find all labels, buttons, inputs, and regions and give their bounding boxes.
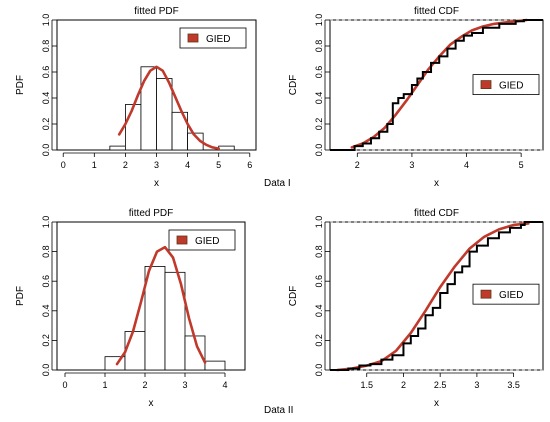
legend: GIED [472,283,540,305]
chart-panel-2: 0.0 0.2 0.4 0.6 0.8 1.0 2 3 4 5 fitted CDF x CDF GIED [288,6,544,189]
x-tick-label: 2 [142,380,147,390]
chart-panel-4: 0.0 0.2 0.4 0.6 0.8 1.0 1.5 2 2.5 3 3.5 fitted CDF x… [288,208,544,409]
histogram-bar [156,78,173,151]
x-tick-label: 3 [154,160,159,170]
caption-data-ii: Data II [264,405,294,416]
x-tick-label: 5 [519,160,524,170]
x-tick-label: 1 [102,380,107,390]
legend: GIED [472,74,540,95]
legend: GIED [168,229,236,251]
empirical-cdf-line [330,19,543,151]
histogram-bar [125,104,142,151]
histogram-bar [164,271,186,371]
y-tick-label: 0.6 [314,275,324,288]
legend-box [179,27,247,49]
chart-panel-1: 0.0 0.2 0.4 0.6 0.8 1.0 0 1 2 3 4 5 6 fitted PDF x PDF G… [15,6,257,189]
x-tick-label: 6 [247,160,252,170]
y-axis-label: CDF [288,286,299,307]
fitted-curve [117,65,220,150]
y-tick-label: 0.4 [314,92,324,105]
chart-title: fitted CDF [414,6,459,17]
y-axis-label: PDF [15,75,26,95]
legend-swatch [480,289,492,299]
y-tick-label: 0.8 [41,40,51,53]
chart-title: fitted PDF [134,6,178,17]
x-tick-label: 2 [123,160,128,170]
y-tick-label: 0.2 [41,334,51,347]
y-axis-label: CDF [288,75,299,96]
plot-frame [329,221,544,371]
y-tick-label: 0.4 [41,92,51,105]
y-tick-label: 0.4 [314,305,324,318]
y-tick-label: 1.0 [314,216,324,229]
x-tick-label: 3 [182,380,187,390]
x-tick-label: 1.5 [360,380,373,390]
x-axis-label: x [149,398,154,409]
empirical-cdf-line [330,221,543,371]
y-tick-label: 0.2 [314,118,324,131]
x-tick-label: 2 [355,160,360,170]
legend: GIED [179,27,247,49]
chart-title: fitted PDF [129,208,173,219]
plot-frame [329,19,544,151]
legend-label: GIED [206,34,230,45]
y-tick-label: 0.6 [41,275,51,288]
y-tick-label: 0.6 [314,66,324,79]
x-axis-label: x [154,178,159,189]
y-tick-label: 0.0 [314,364,324,377]
chart-title: fitted CDF [414,208,459,219]
histogram-bar [140,66,157,151]
y-tick-label: 1.0 [314,14,324,27]
histogram-bar [109,145,126,151]
x-tick-label: 4 [185,160,190,170]
histogram-bar [171,111,188,151]
fitted-curve [115,245,207,366]
x-tick-label: 4 [222,380,227,390]
x-tick-label: 2.5 [434,380,447,390]
x-tick-label: 0 [61,160,66,170]
legend-swatch [187,33,199,43]
y-tick-label: 0.6 [41,66,51,79]
x-tick-label: 4 [464,160,469,170]
x-tick-label: 3 [409,160,414,170]
x-tick-label: 1 [92,160,97,170]
legend-swatch [176,235,188,245]
chart-panel-3: 0.0 0.2 0.4 0.6 0.8 1.0 0 1 2 3 4 fitted PDF x PDF GIE… [15,208,246,409]
legend-box [472,283,540,305]
y-tick-label: 0.8 [41,245,51,258]
histogram-bar [144,265,166,371]
legend-label: GIED [195,236,219,247]
y-tick-label: 0.4 [41,305,51,318]
y-tick-label: 0.8 [314,245,324,258]
legend-box [168,229,236,251]
histogram-bar [204,360,226,371]
x-axis-label: x [434,398,439,409]
histogram-bar [124,331,146,371]
y-tick-label: 0.2 [41,118,51,131]
y-tick-label: 0.8 [314,40,324,53]
legend-label: GIED [499,290,523,301]
y-tick-label: 1.0 [41,14,51,27]
y-tick-label: 0.2 [314,334,324,347]
x-axis-label: x [434,178,439,189]
y-axis-label: PDF [15,286,26,306]
caption-data-i: Data I [264,178,291,189]
histogram-bar [218,145,235,151]
y-tick-label: 0.0 [41,364,51,377]
y-tick-label: 0.0 [314,144,324,157]
legend-box [472,74,540,95]
x-tick-label: 3 [474,380,479,390]
y-tick-label: 1.0 [41,216,51,229]
y-tick-label: 0.0 [41,144,51,157]
legend-swatch [480,80,492,89]
legend-label: GIED [499,81,523,92]
x-tick-label: 0 [62,380,67,390]
x-tick-label: 2 [401,380,406,390]
x-tick-label: 3.5 [507,380,520,390]
x-tick-label: 5 [216,160,221,170]
